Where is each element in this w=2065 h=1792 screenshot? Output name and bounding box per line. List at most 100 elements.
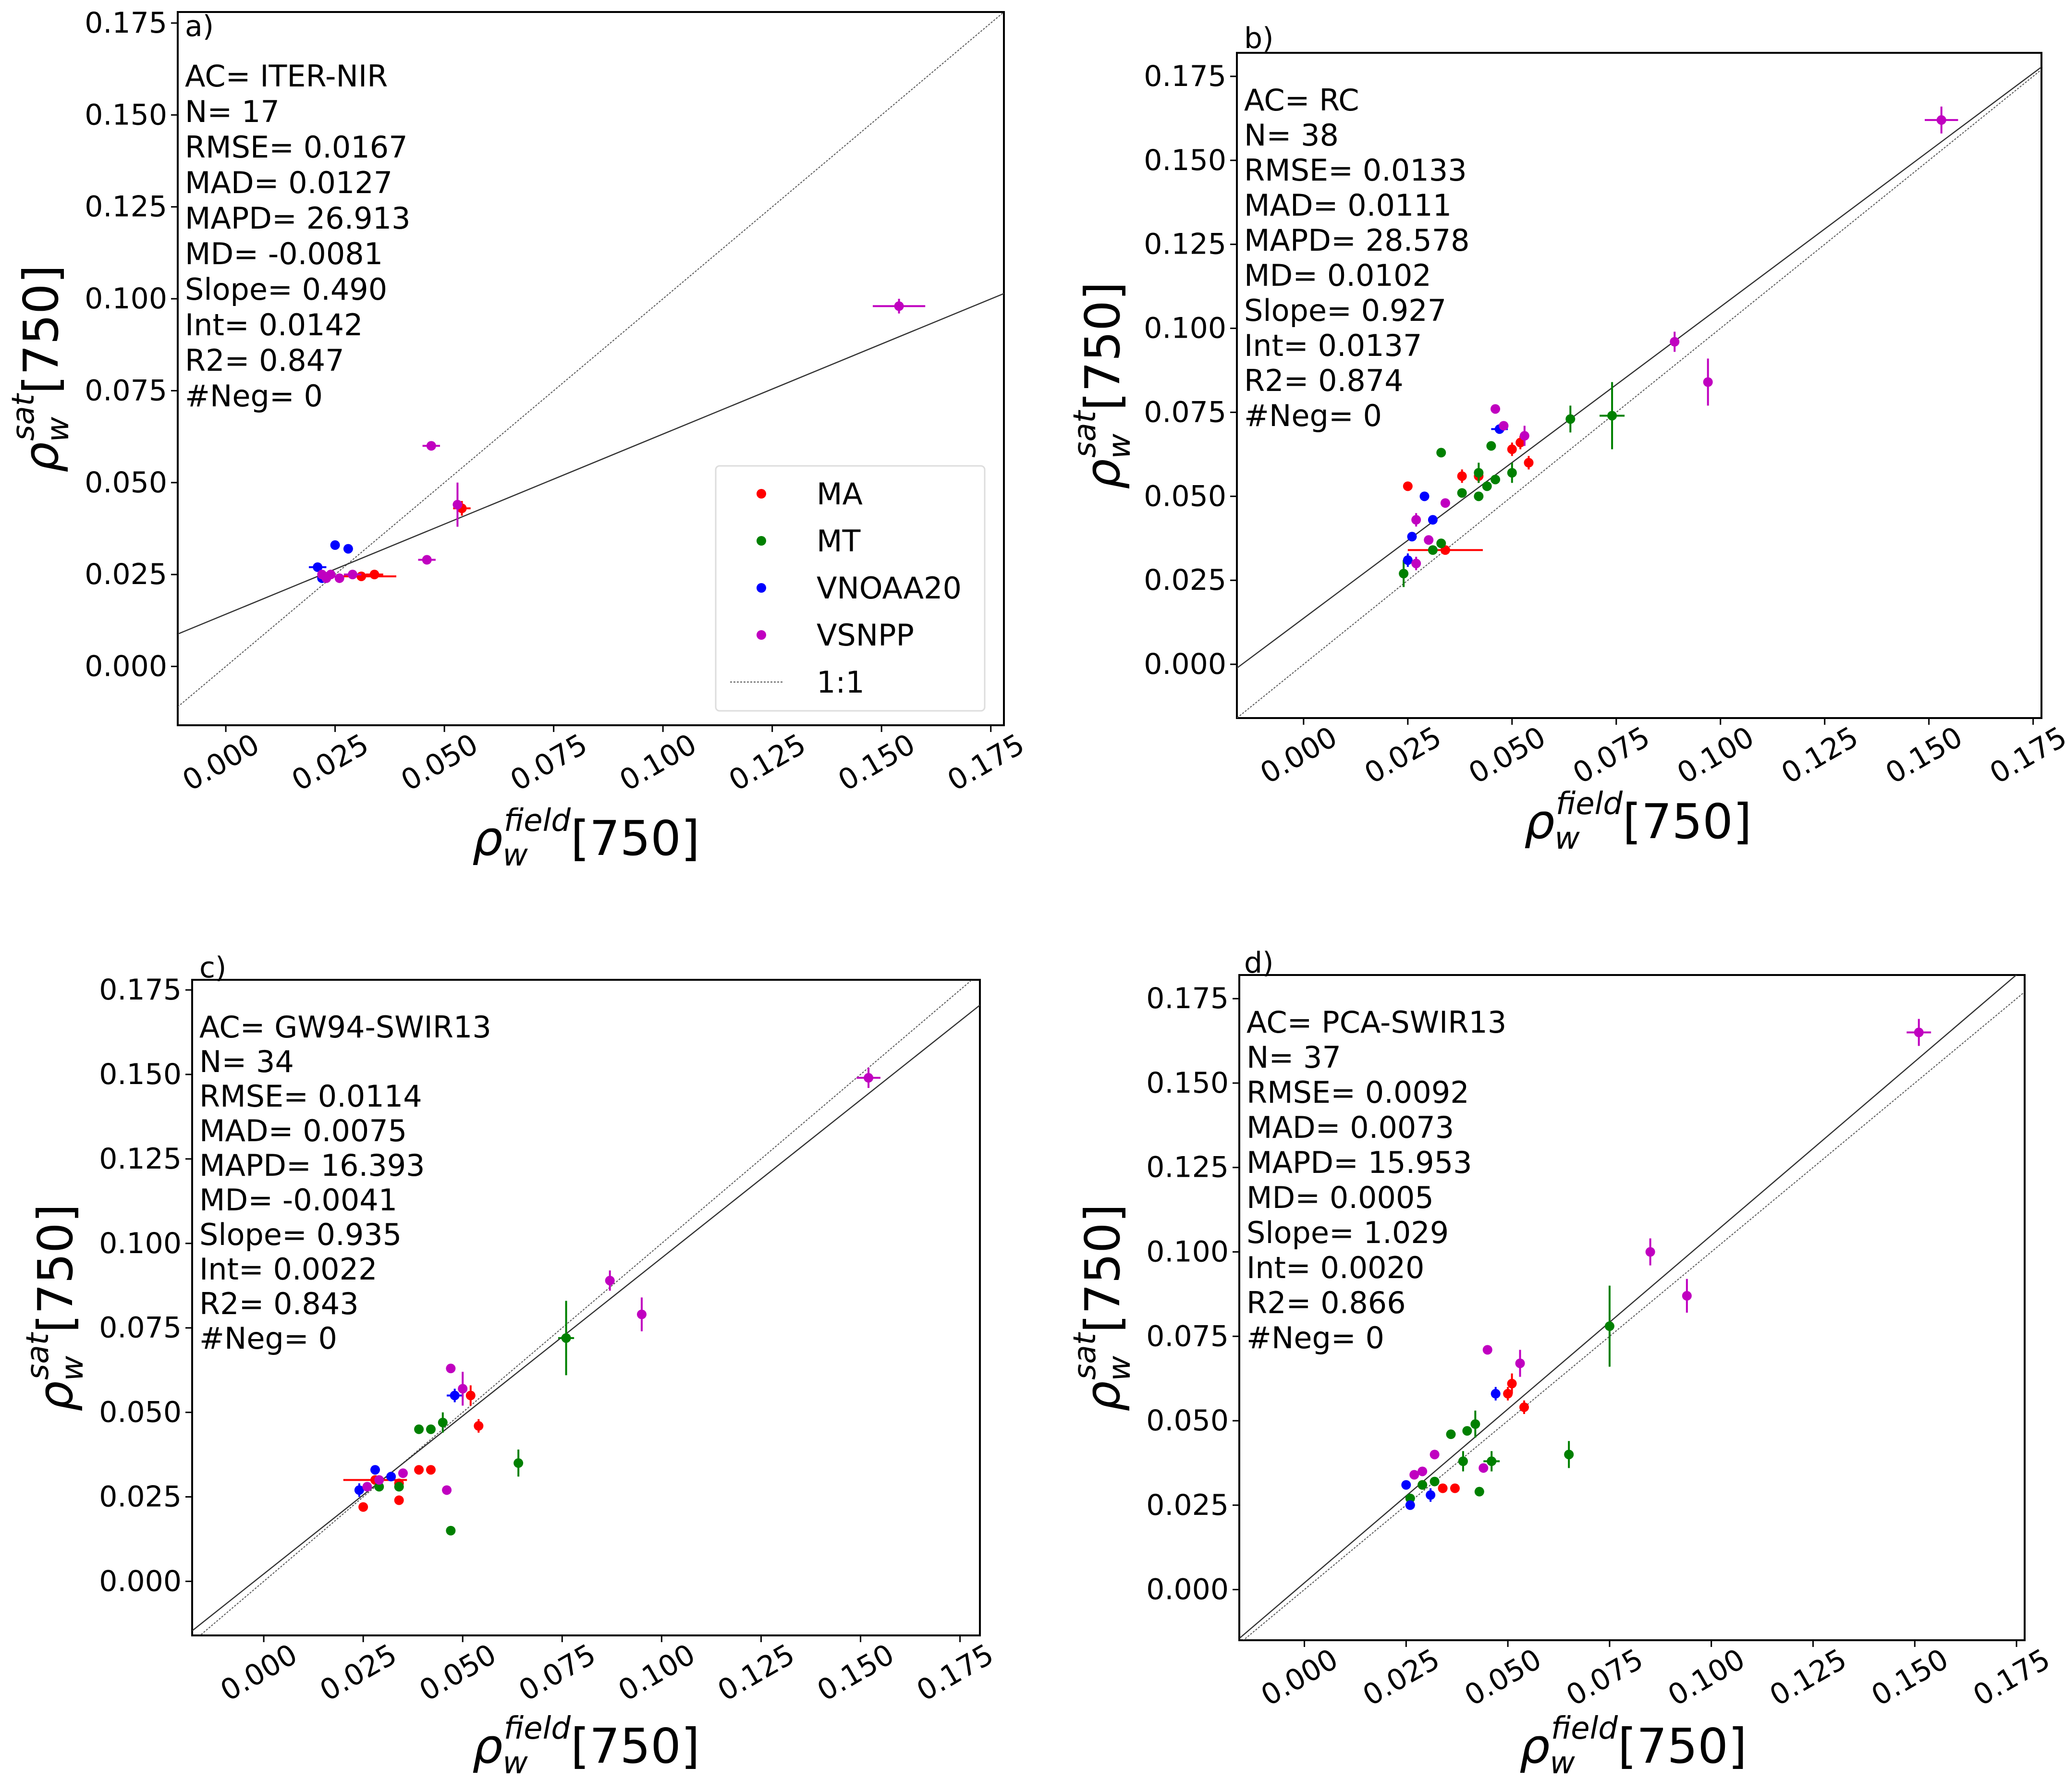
- point-MA: [1524, 458, 1534, 468]
- x-tick-label: 0.100: [1662, 1642, 1751, 1713]
- point-MT: [1436, 448, 1446, 458]
- y-axis-label-rest: [750]: [1075, 281, 1131, 411]
- panel-label: d): [1244, 946, 1274, 980]
- point-VNOAA20: [1426, 1490, 1436, 1500]
- y-tick-label: 0.100: [1146, 1235, 1229, 1268]
- point-MT: [1487, 1456, 1497, 1466]
- stat-line: #Neg= 0: [199, 1321, 337, 1356]
- y-tick-label: 0.000: [1146, 1573, 1229, 1607]
- point-VSNPP: [1515, 1358, 1525, 1368]
- y-tick-label: 0.050: [99, 1396, 182, 1429]
- point-MT: [513, 1458, 524, 1468]
- y-axis-label: ρwsat[750]: [1067, 281, 1137, 489]
- point-MT: [1417, 1480, 1428, 1490]
- y-tick-label: 0.025: [1146, 1488, 1229, 1522]
- x-axis-label-sup: field: [1556, 786, 1623, 822]
- stat-line: R2= 0.874: [1244, 363, 1404, 398]
- one-to-one-line: [1242, 991, 2025, 1640]
- point-MT: [1458, 1456, 1468, 1466]
- point-VNOAA20: [1407, 532, 1417, 542]
- point-VSNPP: [1491, 404, 1501, 414]
- point-VSNPP: [1499, 421, 1509, 431]
- x-axis-label-rho: ρ: [1519, 1718, 1550, 1774]
- reference-lines: [1237, 66, 2041, 718]
- x-tick-label: 0.125: [1764, 1642, 1853, 1713]
- panel-c: c)0.0000.0000.0250.0250.0500.0500.0750.0…: [20, 951, 1000, 1781]
- point-MT: [1491, 475, 1501, 485]
- point-VSNPP: [334, 573, 344, 583]
- legend-marker-MA: [757, 489, 766, 499]
- x-tick-label: 0.175: [942, 727, 1030, 798]
- point-VNOAA20: [1428, 515, 1438, 525]
- point-MA: [369, 570, 379, 580]
- x-tick-label: 0.025: [314, 1637, 403, 1708]
- regression-line: [1239, 975, 2017, 1639]
- stat-line: Slope= 1.029: [1246, 1215, 1449, 1250]
- stat-line: MAD= 0.0127: [185, 165, 392, 200]
- y-axis-label-sub: w: [55, 1355, 90, 1381]
- x-tick-label: 0.150: [1880, 720, 1968, 791]
- y-tick-label: 0.050: [1146, 1404, 1229, 1438]
- point-VSNPP: [1478, 1463, 1489, 1473]
- y-tick-label: 0.075: [85, 374, 167, 407]
- data-points: [343, 1067, 880, 1536]
- x-axis-label: ρwfield[750]: [472, 1711, 700, 1781]
- y-axis-label: ρwsat[750]: [20, 1204, 90, 1411]
- legend-marker-VNOAA20: [757, 583, 766, 593]
- x-tick-label: 0.050: [1463, 720, 1552, 791]
- one-to-one-line: [199, 980, 973, 1635]
- x-tick-label: 0.150: [1866, 1642, 1954, 1713]
- point-MT: [394, 1482, 404, 1492]
- x-tick-label: 0.000: [215, 1637, 303, 1708]
- x-tick-label: 0.125: [712, 1637, 801, 1708]
- point-VSNPP: [442, 1485, 452, 1495]
- panel-d: d)0.0000.0000.0250.0250.0500.0500.0750.0…: [1067, 946, 2056, 1781]
- data-points: [1401, 1019, 1931, 1510]
- point-VNOAA20: [450, 1390, 460, 1401]
- stat-line: #Neg= 0: [1244, 398, 1382, 433]
- x-tick-label: 0.150: [812, 1637, 900, 1708]
- stat-line: R2= 0.866: [1246, 1285, 1406, 1320]
- y-axis-label: ρwsat[750]: [6, 265, 76, 472]
- point-MT: [446, 1525, 456, 1536]
- legend-marker-VSNPP: [757, 630, 766, 640]
- y-tick-label: 0.125: [99, 1142, 182, 1176]
- legend-label: VSNPP: [817, 618, 914, 653]
- point-VSNPP: [326, 570, 336, 580]
- point-MT: [1470, 1419, 1480, 1429]
- plot-frame: [1238, 974, 2026, 1641]
- x-tick-label: 0.100: [1672, 720, 1760, 791]
- point-MT: [561, 1333, 571, 1343]
- x-axis-label-rest: [750]: [571, 810, 700, 866]
- point-MA: [1519, 1402, 1529, 1412]
- panel-label: b): [1244, 22, 1274, 55]
- stat-line: MAD= 0.0111: [1244, 188, 1452, 223]
- stat-line: AC= RC: [1244, 83, 1359, 118]
- point-MT: [1565, 414, 1576, 424]
- point-MT: [1604, 1321, 1614, 1331]
- point-VNOAA20: [370, 1465, 380, 1475]
- point-MT: [1474, 468, 1484, 478]
- point-MA: [1503, 1389, 1513, 1399]
- x-tick-label: 0.025: [1357, 1642, 1445, 1713]
- stat-line: MD= -0.0081: [185, 236, 383, 271]
- x-tick-label: 0.050: [395, 727, 484, 798]
- x-tick-label: 0.175: [911, 1637, 1000, 1708]
- y-tick-label: 0.100: [85, 282, 167, 316]
- y-axis-label-sup: sat: [20, 1331, 56, 1380]
- y-tick-label: 0.175: [99, 973, 182, 1007]
- one-to-one-line: [178, 12, 1004, 708]
- point-VSNPP: [605, 1276, 615, 1286]
- point-MA: [358, 1502, 368, 1512]
- point-MT: [1428, 545, 1438, 555]
- x-tick-label: 0.000: [177, 727, 265, 798]
- legend-label: 1:1: [817, 665, 865, 700]
- y-axis-label-rest: [750]: [27, 1204, 84, 1333]
- y-axis-label-sup: sat: [1067, 409, 1103, 458]
- point-MA: [1457, 471, 1467, 481]
- x-axis-label: ρwfield[750]: [472, 803, 700, 873]
- stat-line: MAPD= 15.953: [1246, 1145, 1472, 1180]
- point-VSNPP: [362, 1482, 372, 1492]
- y-tick-label: 0.150: [85, 98, 167, 132]
- x-axis-label-rest: [750]: [571, 1718, 700, 1774]
